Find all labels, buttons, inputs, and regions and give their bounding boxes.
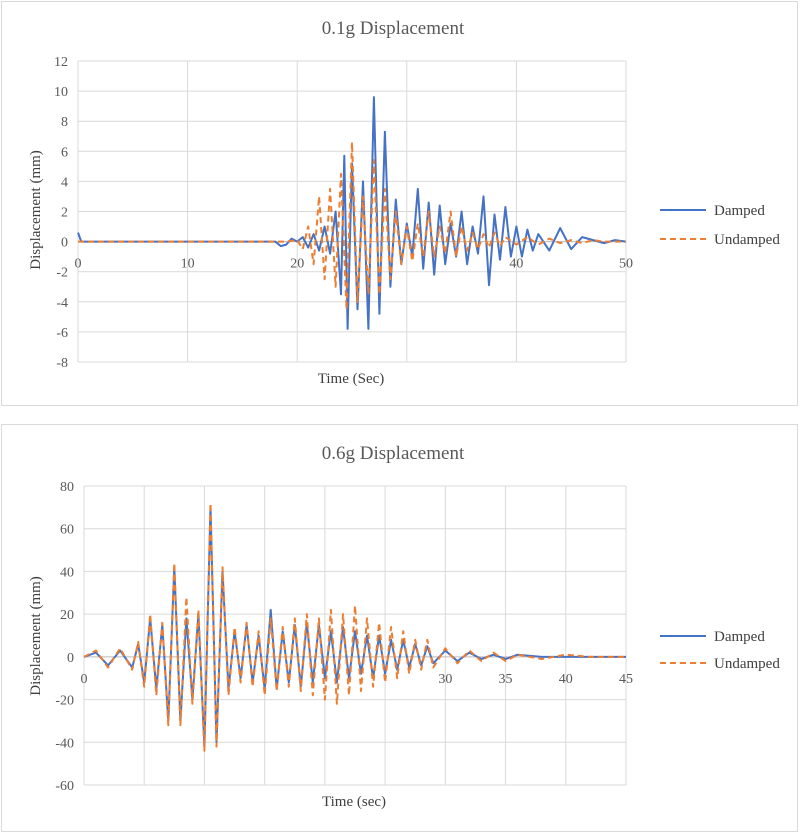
legend: Damped Undamped bbox=[660, 203, 780, 248]
y-tick-label: 0 bbox=[61, 236, 68, 251]
legend: Damped Undamped bbox=[660, 629, 780, 672]
y-tick-label: 12 bbox=[54, 55, 68, 70]
series-line-damped bbox=[83, 506, 626, 748]
y-axis-label: Displacement (mm) bbox=[28, 576, 44, 696]
x-tick-label: 40 bbox=[559, 672, 573, 687]
y-tick-label: 8 bbox=[61, 115, 68, 130]
x-tick-label: 0 bbox=[75, 257, 82, 272]
y-tick-label: -4 bbox=[56, 296, 68, 311]
y-tick-label: 2 bbox=[61, 206, 68, 221]
chart-title: 0.6g Displacement bbox=[322, 443, 465, 464]
y-tick-label: 6 bbox=[61, 145, 68, 160]
x-axis-label: Time (Sec) bbox=[318, 371, 385, 387]
legend-damped-label: Damped bbox=[714, 629, 765, 645]
y-tick-label: 40 bbox=[60, 565, 74, 580]
gridlines bbox=[77, 60, 627, 363]
y-tick-label: 0 bbox=[67, 651, 74, 666]
series-line-undamped bbox=[78, 141, 626, 311]
series-line-undamped bbox=[83, 502, 626, 752]
y-tick-label: -60 bbox=[55, 779, 74, 794]
legend-undamped-label: Undamped bbox=[714, 656, 780, 672]
y-tick-label: -20 bbox=[55, 694, 74, 709]
legend-damped-label: Damped bbox=[714, 203, 765, 219]
x-tick-labels: 0 30 35 40 45 bbox=[81, 672, 634, 687]
chart-0p6g: 0.6g Displacement Time (sec) Displacemen… bbox=[28, 443, 780, 810]
y-tick-label: -8 bbox=[56, 356, 68, 371]
series-line-damped bbox=[77, 96, 627, 330]
chart-title: 0.1g Displacement bbox=[322, 18, 465, 39]
x-tick-label: 10 bbox=[181, 257, 195, 272]
y-tick-label: 10 bbox=[54, 85, 68, 100]
x-tick-label: 20 bbox=[290, 257, 304, 272]
y-tick-label: -6 bbox=[56, 326, 68, 341]
y-tick-label: 60 bbox=[60, 523, 74, 538]
y-tick-label: -40 bbox=[55, 736, 74, 751]
y-tick-labels: -60 -40 -20 0 20 40 60 80 bbox=[55, 480, 74, 794]
y-tick-labels: -8 -6 -4 -2 0 2 4 6 8 10 12 bbox=[54, 55, 68, 371]
chart-panel-2 bbox=[1, 424, 798, 832]
y-tick-label: 80 bbox=[60, 480, 74, 495]
chart-panel-1 bbox=[1, 1, 798, 406]
x-tick-label: 35 bbox=[499, 672, 513, 687]
y-tick-label: 4 bbox=[61, 175, 68, 190]
y-tick-label: -2 bbox=[56, 266, 68, 281]
gridlines bbox=[83, 485, 627, 786]
x-tick-label: 30 bbox=[438, 672, 452, 687]
x-tick-label: 50 bbox=[619, 257, 633, 272]
y-axis-label: Displacement (mm) bbox=[28, 150, 44, 270]
x-tick-labels: 0 10 20 40 50 bbox=[75, 257, 634, 272]
x-tick-label: 40 bbox=[509, 257, 523, 272]
chart-0p1g: 0.1g Displacement Time (Sec) Displacemen… bbox=[28, 18, 780, 387]
x-tick-label: 0 bbox=[81, 672, 88, 687]
legend-undamped-label: Undamped bbox=[714, 232, 780, 248]
x-axis-label: Time (sec) bbox=[322, 794, 386, 810]
y-tick-label: 20 bbox=[60, 608, 74, 623]
x-tick-label: 45 bbox=[619, 672, 633, 687]
